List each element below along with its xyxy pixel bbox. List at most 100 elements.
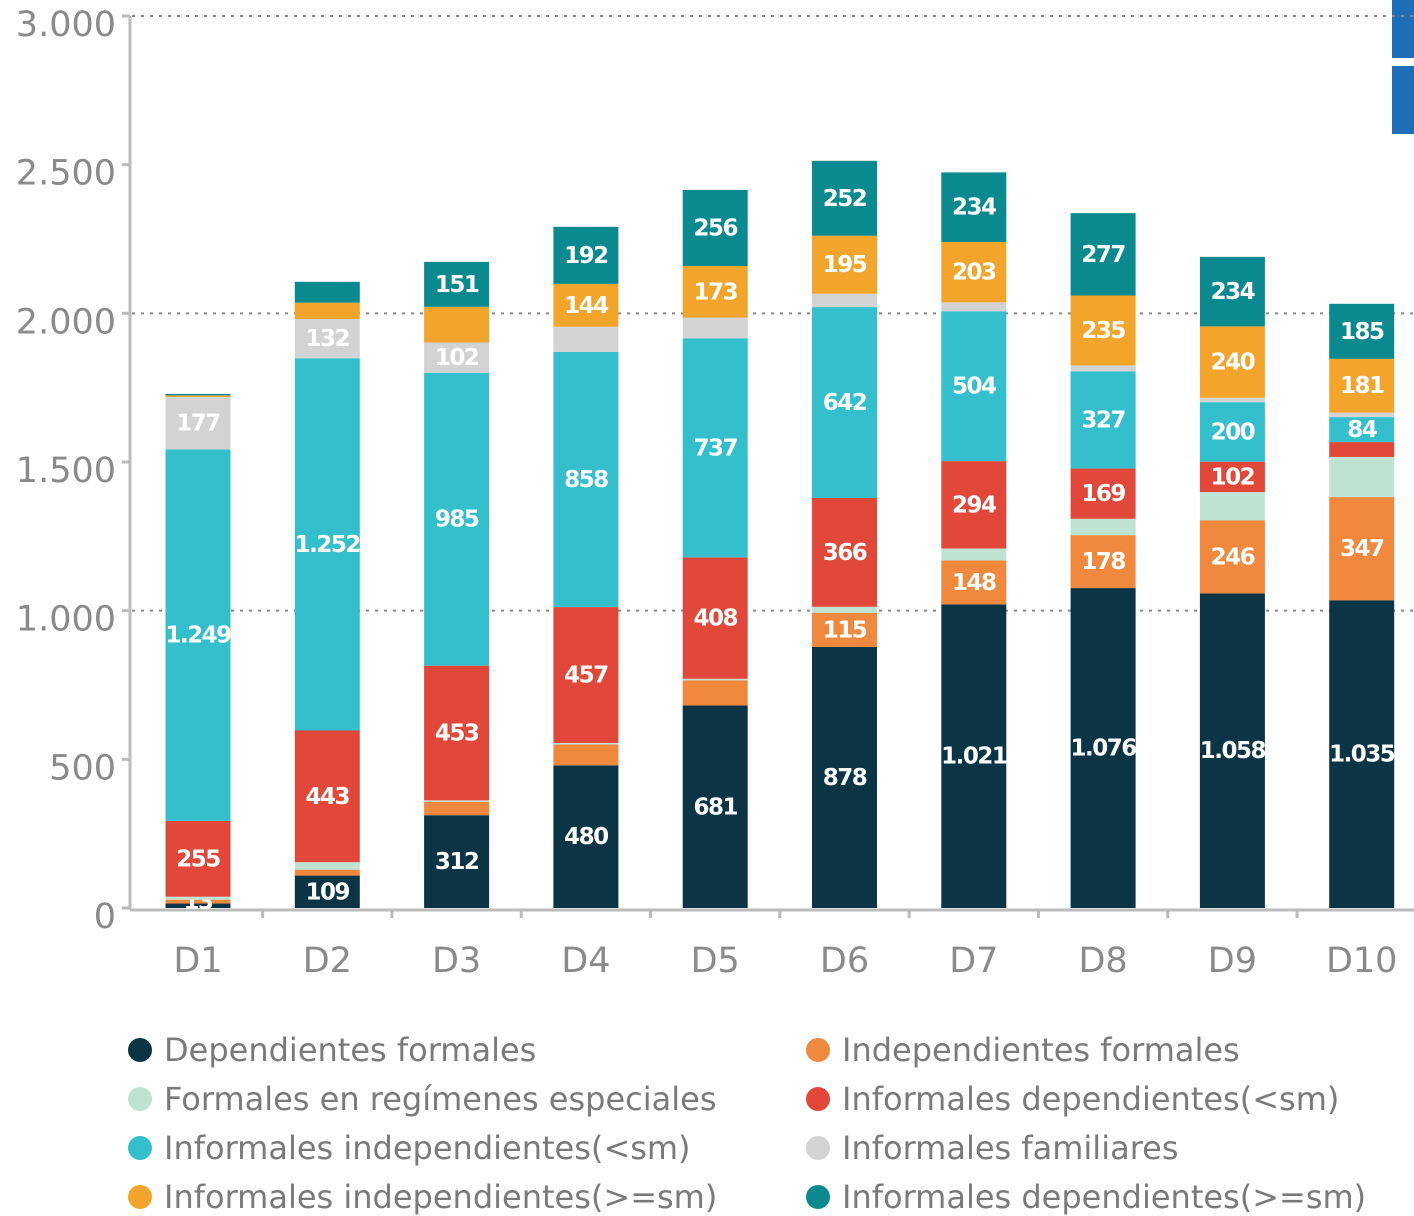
data-label: 858: [564, 467, 608, 493]
bar-segment: [553, 744, 619, 766]
bar-segment: [941, 548, 1007, 561]
x-tick-label: D8: [1078, 941, 1127, 981]
bar-segment: [1070, 365, 1136, 372]
data-label: 408: [693, 606, 737, 632]
y-tick-label: 3.000: [16, 5, 116, 45]
x-tick-label: D10: [1326, 941, 1398, 981]
data-label: 252: [823, 186, 867, 212]
data-label: 1.249: [165, 623, 231, 649]
cropped-panel: [1392, 0, 1414, 58]
bar-segment: [424, 665, 490, 801]
data-label: 878: [823, 765, 867, 791]
bar-segment: [1329, 417, 1395, 443]
bar-segment: [294, 318, 360, 359]
legend-swatch: [806, 1136, 830, 1160]
legend-swatch: [806, 1038, 830, 1062]
legend-swatch: [806, 1087, 830, 1111]
data-label: 256: [693, 215, 737, 241]
data-label: 255: [176, 846, 220, 872]
legend-label: Formales en regímenes especiales: [164, 1080, 717, 1118]
bar-segment: [682, 317, 748, 339]
data-label: 1.058: [1200, 738, 1266, 764]
data-label: 480: [564, 824, 608, 850]
bar-segment: [812, 646, 877, 908]
data-label: 181: [1340, 373, 1384, 399]
data-label: 102: [435, 345, 479, 371]
data-label: 115: [823, 617, 867, 643]
data-label: 240: [1211, 350, 1255, 376]
bar-segment: [1329, 303, 1395, 359]
data-label: 366: [823, 540, 867, 566]
bar-segment: [941, 172, 1007, 242]
bar-segment: [1199, 402, 1265, 462]
data-label: 151: [435, 272, 479, 298]
data-label: 200: [1211, 419, 1255, 445]
legend-swatch: [128, 1185, 152, 1209]
bar-segment: [682, 266, 748, 318]
data-label: 192: [564, 243, 608, 269]
bar-segment: [812, 293, 877, 308]
bar-segment: [165, 395, 231, 397]
legend-swatch: [806, 1185, 830, 1209]
bar-segment: [294, 875, 360, 908]
data-label: 109: [306, 879, 350, 905]
bar-segment: [1329, 442, 1395, 457]
data-label: 277: [1081, 242, 1125, 268]
bar-segment: [165, 896, 231, 900]
data-label: 102: [1211, 464, 1255, 490]
data-label: 246: [1211, 544, 1255, 570]
legend-label: Informales independientes(>=sm): [164, 1178, 717, 1216]
bar-segment: [1329, 358, 1395, 413]
y-tick-label: 2.500: [16, 154, 116, 194]
data-label: 737: [693, 435, 737, 461]
legend-label: Informales independientes(<sm): [164, 1129, 691, 1167]
bar-segment: [294, 862, 360, 870]
x-tick-label: D3: [432, 941, 481, 981]
data-label: 642: [823, 390, 867, 416]
data-label: 1.252: [295, 532, 360, 558]
bar-segment: [424, 800, 490, 802]
bar-segment: [553, 283, 619, 327]
data-label: 132: [306, 326, 350, 352]
y-tick-label: 2.000: [16, 302, 116, 342]
x-tick-label: D4: [561, 941, 610, 981]
bar-segment: [1329, 497, 1395, 601]
bar-segment: [1199, 397, 1265, 403]
bar-segment: [941, 560, 1007, 605]
bar-segment: [682, 705, 748, 908]
bar-segment: [941, 461, 1007, 549]
bar-segment: [941, 604, 1007, 908]
bar-segment: [812, 160, 877, 236]
bar-segment: [294, 358, 360, 731]
bar-segment: [553, 326, 619, 352]
bar-segment: [424, 342, 490, 373]
bar-segment: [424, 801, 490, 816]
data-label: 347: [1340, 536, 1384, 562]
bar-segment: [553, 226, 619, 284]
bar-segment: [1199, 492, 1265, 521]
data-label: 169: [1081, 481, 1125, 507]
data-label: 173: [693, 279, 737, 305]
bar-segment: [1070, 468, 1136, 519]
bar-segment: [1199, 520, 1265, 594]
data-label: 234: [1211, 279, 1255, 305]
data-label: 1.076: [1070, 736, 1136, 762]
y-tick-label: 1.500: [16, 451, 116, 491]
bar-segment: [812, 606, 877, 613]
bar-segment: [812, 612, 877, 647]
data-label: 234: [952, 195, 996, 221]
bar-segment: [294, 869, 360, 876]
bar-segment: [294, 302, 360, 319]
bar-segment: [682, 678, 748, 681]
data-label: 185: [1340, 319, 1384, 345]
bar-segment: [553, 607, 619, 743]
bar-segment: [165, 903, 231, 908]
bar-segment: [165, 820, 231, 897]
bar-segment: [682, 338, 748, 558]
cropped-panel: [1392, 66, 1414, 134]
data-label: 148: [952, 570, 996, 596]
bar-segment: [165, 396, 231, 450]
legend-label: Dependientes formales: [164, 1031, 536, 1069]
bar-segment: [1329, 456, 1395, 498]
